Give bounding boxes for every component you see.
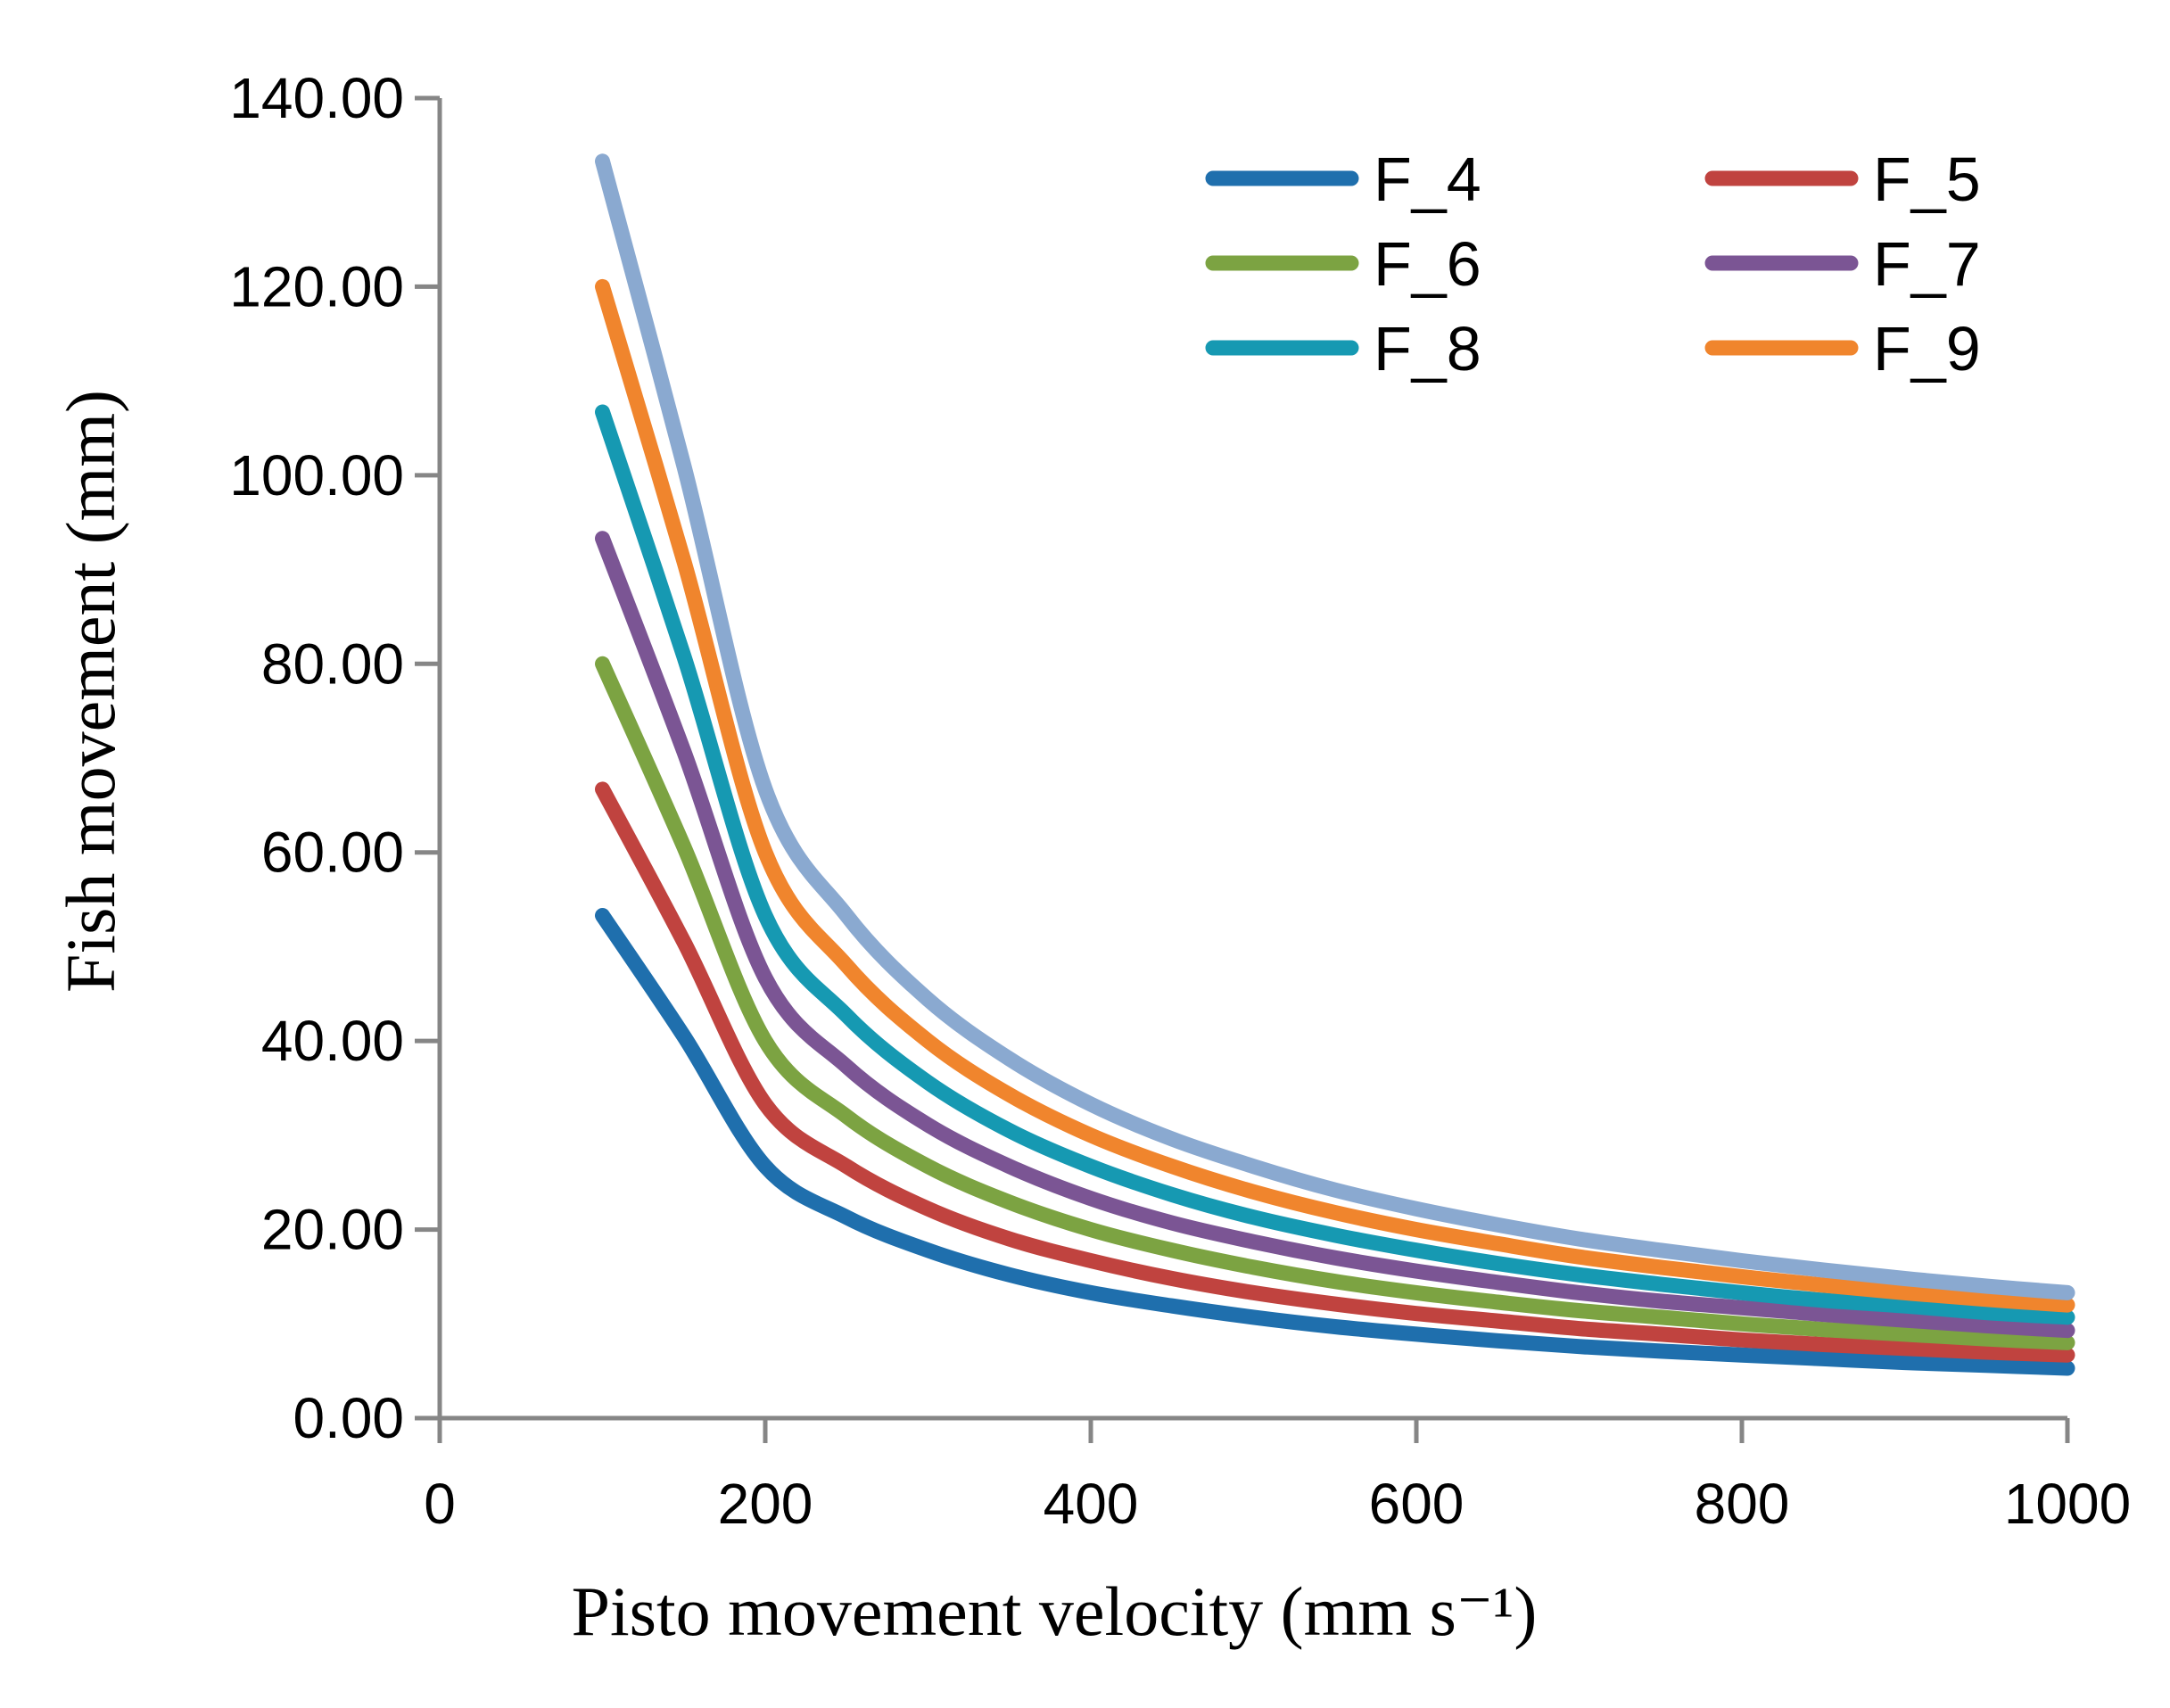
series-line-f-5	[595, 781, 2075, 1363]
legend-label: F_6	[1374, 229, 1481, 299]
series-line-f-9	[595, 278, 2075, 1313]
y-axis-title: Fish movement (mm)	[52, 390, 129, 993]
legend-item: F_9	[1704, 314, 1981, 384]
x-tick-label: 800	[1695, 1472, 1790, 1536]
series-layer	[595, 153, 2075, 1376]
series-line-f-6	[595, 656, 2075, 1350]
legend-label: F_9	[1873, 314, 1981, 384]
y-tick-label: 40.00	[261, 1009, 404, 1073]
x-tick-label: 200	[718, 1472, 813, 1536]
x-axis-title: Pisto movement velocity (mm s⁻¹)	[572, 1572, 1538, 1650]
series-line-f-4	[595, 908, 2075, 1376]
legend-item: F_6	[1205, 229, 1481, 299]
y-tick-label: 120.00	[229, 254, 404, 318]
legend-item: F_4	[1205, 144, 1481, 214]
y-tick-label: 20.00	[261, 1198, 404, 1262]
legend: F_4 F_5 F_6 F_7 F_8 F_9	[1205, 144, 1981, 384]
x-tick-label: 1000	[2004, 1472, 2131, 1536]
legend-label: F_7	[1873, 229, 1981, 299]
series-line-f-8	[595, 404, 2075, 1325]
y-tick-label: 0.00	[293, 1386, 404, 1450]
legend-label: F_4	[1374, 144, 1481, 214]
series-line-f-7	[595, 531, 2075, 1339]
y-tick-label: 140.00	[229, 66, 404, 130]
legend-label: F_5	[1873, 144, 1981, 214]
legend-item: F_5	[1704, 144, 1981, 214]
axes: 0.00 20.00 40.00 60.00 80.00 100.00 120.00 140.…	[229, 66, 2131, 1536]
legend-item: F_7	[1704, 229, 1981, 299]
series-line-unlabeled-6	[595, 153, 2075, 1300]
y-tick-label: 100.00	[229, 443, 404, 507]
x-tick-label: 600	[1369, 1472, 1465, 1536]
x-tick-label: 400	[1044, 1472, 1139, 1536]
legend-item: F_8	[1205, 314, 1481, 384]
x-tick-label: 0	[424, 1472, 456, 1536]
y-tick-label: 60.00	[261, 821, 404, 885]
y-tick-label: 80.00	[261, 631, 404, 696]
legend-label: F_8	[1374, 314, 1481, 384]
